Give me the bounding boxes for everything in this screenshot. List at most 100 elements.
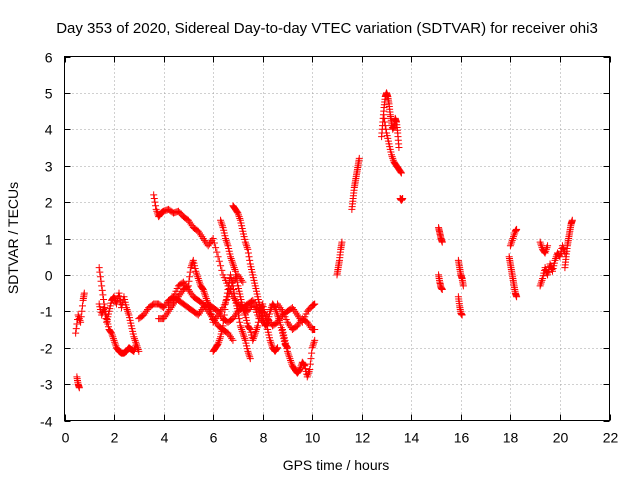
data-point [210,316,218,324]
data-point [253,324,261,332]
series-arc-10 [217,216,282,355]
data-point [192,267,200,275]
data-point [231,267,239,275]
data-point [100,304,108,312]
data-point [109,333,117,341]
data-point [305,320,313,328]
data-point [229,260,237,268]
data-point [244,347,252,355]
data-point [300,361,308,369]
data-point [162,311,170,319]
data-point [355,154,363,162]
data-point [197,231,205,239]
data-point [242,240,250,248]
data-point [241,238,249,246]
data-point [508,236,516,244]
data-point [220,311,228,319]
data-point [458,311,466,319]
data-point [222,300,230,308]
data-point [236,322,244,330]
series-arc-22 [454,293,466,319]
data-point [308,344,316,352]
series-arc-19 [435,224,446,246]
data-point [187,289,195,297]
series-arc-17 [380,114,405,177]
data-point [209,235,217,242]
data-point [261,311,269,319]
data-point [217,307,225,315]
data-point [225,331,233,339]
data-point [110,336,118,344]
data-point [140,311,148,319]
data-point [194,227,202,235]
y-tick-label: -3 [40,377,53,393]
data-point [262,320,270,328]
data-point [202,295,210,303]
data-point [227,255,235,263]
data-point [245,324,253,332]
data-point [176,291,184,299]
y-tick-label: 0 [45,268,53,284]
data-point [223,289,231,297]
data-point [296,364,304,372]
grid-lines [64,56,610,421]
data-point [246,256,254,264]
data-point [97,277,105,285]
data-point [229,336,237,344]
data-point [228,256,236,264]
data-point [507,240,515,248]
data-point [559,244,567,252]
data-point [222,296,230,304]
data-point [537,242,545,250]
x-tick-label: 12 [355,430,371,446]
data-point [246,304,254,312]
data-point [194,311,202,319]
data-point [77,313,85,321]
data-point [295,320,303,328]
data-point [141,309,149,317]
data-point [111,340,119,348]
data-point [246,355,254,363]
x-tick-label: 14 [404,430,420,446]
data-point [215,338,223,346]
data-point [234,307,242,315]
axis-ticks [64,56,611,422]
data-point [273,309,281,317]
data-point [200,289,208,297]
data-point [165,300,173,308]
data-point [296,366,304,374]
data-point [199,235,207,242]
data-point [77,318,85,326]
data-point [246,353,254,361]
y-tick-label: 6 [45,50,53,66]
x-tick-label: 16 [454,430,470,446]
data-point [235,311,243,319]
data-point [272,307,280,315]
data-point [130,333,138,341]
y-tick-label: -2 [40,341,53,357]
data-point [544,242,552,250]
data-point [236,318,244,326]
data-point [106,327,114,335]
data-point [194,275,202,283]
series-arc-24 [506,225,521,250]
data-point [238,276,246,284]
data-point [249,336,257,344]
data-point [295,313,303,321]
data-point [184,216,192,224]
data-point [226,253,234,261]
data-point [240,333,248,341]
data-point [223,238,231,246]
data-point [160,315,168,323]
data-point [237,324,245,332]
chart-title: Day 353 of 2020, Sidereal Day-to-day VTE… [56,20,598,37]
x-tick-label: 0 [62,430,70,446]
data-point [230,264,238,272]
data-point [300,360,308,368]
series-arc-4 [95,289,143,355]
data-point [304,371,312,379]
data-point [541,249,549,257]
data-point [288,304,296,312]
data-point [338,238,346,246]
